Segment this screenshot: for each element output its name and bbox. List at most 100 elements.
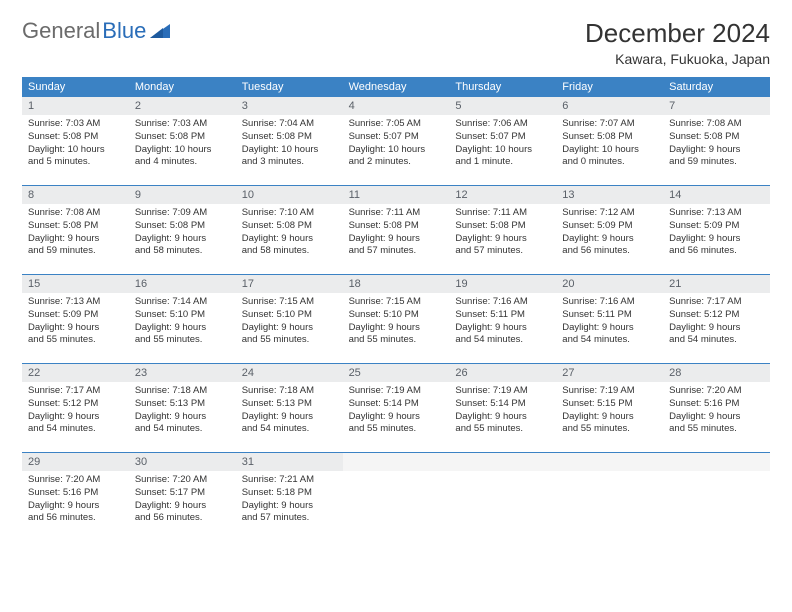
detail-day2: and 56 minutes. bbox=[28, 512, 123, 525]
day-number-row: 1 bbox=[22, 97, 129, 115]
day-number: 7 bbox=[669, 100, 764, 112]
day-number: 3 bbox=[242, 100, 337, 112]
day-number-row: 14 bbox=[663, 186, 770, 204]
day-cell: 19Sunrise: 7:16 AMSunset: 5:11 PMDayligh… bbox=[449, 275, 556, 363]
day-details: Sunrise: 7:12 AMSunset: 5:09 PMDaylight:… bbox=[556, 204, 663, 264]
detail-sunrise: Sunrise: 7:09 AM bbox=[135, 207, 230, 220]
day-number bbox=[349, 456, 444, 468]
day-number: 26 bbox=[455, 367, 550, 379]
day-details: Sunrise: 7:19 AMSunset: 5:15 PMDaylight:… bbox=[556, 382, 663, 442]
detail-day2: and 55 minutes. bbox=[28, 334, 123, 347]
detail-day1: Daylight: 9 hours bbox=[562, 233, 657, 246]
day-number: 18 bbox=[349, 278, 444, 290]
calendar-grid: SundayMondayTuesdayWednesdayThursdayFrid… bbox=[22, 77, 770, 541]
day-number-row: 25 bbox=[343, 364, 450, 382]
day-number-row: 4 bbox=[343, 97, 450, 115]
day-number: 6 bbox=[562, 100, 657, 112]
day-number-row: 23 bbox=[129, 364, 236, 382]
day-number-row: 6 bbox=[556, 97, 663, 115]
day-number bbox=[562, 456, 657, 468]
detail-sunrise: Sunrise: 7:05 AM bbox=[349, 118, 444, 131]
detail-sunset: Sunset: 5:09 PM bbox=[669, 220, 764, 233]
day-details: Sunrise: 7:13 AMSunset: 5:09 PMDaylight:… bbox=[663, 204, 770, 264]
detail-day2: and 56 minutes. bbox=[135, 512, 230, 525]
detail-day1: Daylight: 9 hours bbox=[349, 233, 444, 246]
detail-sunrise: Sunrise: 7:19 AM bbox=[455, 385, 550, 398]
day-number: 13 bbox=[562, 189, 657, 201]
detail-day2: and 4 minutes. bbox=[135, 156, 230, 169]
day-cell: 3Sunrise: 7:04 AMSunset: 5:08 PMDaylight… bbox=[236, 97, 343, 185]
day-cell: 25Sunrise: 7:19 AMSunset: 5:14 PMDayligh… bbox=[343, 364, 450, 452]
day-details: Sunrise: 7:10 AMSunset: 5:08 PMDaylight:… bbox=[236, 204, 343, 264]
detail-day1: Daylight: 9 hours bbox=[669, 233, 764, 246]
detail-day1: Daylight: 9 hours bbox=[455, 411, 550, 424]
day-cell: 6 Sunrise: 7:07 AMSunset: 5:08 PMDaylight… bbox=[556, 97, 663, 185]
day-number: 14 bbox=[669, 189, 764, 201]
detail-sunset: Sunset: 5:08 PM bbox=[669, 131, 764, 144]
detail-day1: Daylight: 9 hours bbox=[135, 411, 230, 424]
detail-day1: Daylight: 9 hours bbox=[669, 411, 764, 424]
detail-sunrise: Sunrise: 7:13 AM bbox=[28, 296, 123, 309]
day-number-row: 19 bbox=[449, 275, 556, 293]
day-cell: 20Sunrise: 7:16 AMSunset: 5:11 PMDayligh… bbox=[556, 275, 663, 363]
detail-day2: and 59 minutes. bbox=[669, 156, 764, 169]
detail-sunset: Sunset: 5:08 PM bbox=[28, 220, 123, 233]
detail-day2: and 59 minutes. bbox=[28, 245, 123, 258]
day-cell bbox=[556, 453, 663, 541]
week-row: 22Sunrise: 7:17 AMSunset: 5:12 PMDayligh… bbox=[22, 364, 770, 453]
day-details: Sunrise: 7:20 AMSunset: 5:16 PMDaylight:… bbox=[663, 382, 770, 442]
day-cell: 5Sunrise: 7:06 AMSunset: 5:07 PMDaylight… bbox=[449, 97, 556, 185]
day-details: Sunrise: 7:07 AMSunset: 5:08 PMDaylight:… bbox=[556, 115, 663, 175]
detail-sunset: Sunset: 5:16 PM bbox=[28, 487, 123, 500]
detail-sunrise: Sunrise: 7:13 AM bbox=[669, 207, 764, 220]
day-number-row: 11 bbox=[343, 186, 450, 204]
detail-day1: Daylight: 9 hours bbox=[349, 322, 444, 335]
weekday-label: Wednesday bbox=[343, 77, 450, 97]
day-details: Sunrise: 7:20 AMSunset: 5:16 PMDaylight:… bbox=[22, 471, 129, 531]
day-cell: 13 Sunrise: 7:12 AMSunset: 5:09 PMDayligh… bbox=[556, 186, 663, 274]
week-row: 1Sunrise: 7:03 AMSunset: 5:08 PMDaylight… bbox=[22, 97, 770, 186]
detail-sunset: Sunset: 5:10 PM bbox=[349, 309, 444, 322]
detail-day2: and 54 minutes. bbox=[135, 423, 230, 436]
day-number-row: 2 bbox=[129, 97, 236, 115]
detail-day1: Daylight: 9 hours bbox=[242, 411, 337, 424]
detail-sunrise: Sunrise: 7:18 AM bbox=[135, 385, 230, 398]
day-number-row: 17 bbox=[236, 275, 343, 293]
day-number-row bbox=[449, 453, 556, 471]
day-cell: 2Sunrise: 7:03 AMSunset: 5:08 PMDaylight… bbox=[129, 97, 236, 185]
detail-sunrise: Sunrise: 7:21 AM bbox=[242, 474, 337, 487]
day-number bbox=[455, 456, 550, 468]
day-number-row bbox=[556, 453, 663, 471]
detail-day2: and 54 minutes. bbox=[562, 334, 657, 347]
day-number: 2 bbox=[135, 100, 230, 112]
day-cell: 23 Sunrise: 7:18 AMSunset: 5:13 PMDayligh… bbox=[129, 364, 236, 452]
detail-day1: Daylight: 10 hours bbox=[562, 144, 657, 157]
detail-sunrise: Sunrise: 7:19 AM bbox=[349, 385, 444, 398]
detail-sunrise: Sunrise: 7:08 AM bbox=[28, 207, 123, 220]
day-number: 25 bbox=[349, 367, 444, 379]
detail-sunset: Sunset: 5:08 PM bbox=[242, 220, 337, 233]
detail-day2: and 57 minutes. bbox=[242, 512, 337, 525]
day-cell: 21Sunrise: 7:17 AMSunset: 5:12 PMDayligh… bbox=[663, 275, 770, 363]
day-number: 21 bbox=[669, 278, 764, 290]
day-number-row bbox=[663, 453, 770, 471]
detail-day1: Daylight: 9 hours bbox=[28, 500, 123, 513]
detail-sunrise: Sunrise: 7:10 AM bbox=[242, 207, 337, 220]
detail-day2: and 54 minutes. bbox=[28, 423, 123, 436]
day-number-row: 13 bbox=[556, 186, 663, 204]
day-cell: 28Sunrise: 7:20 AMSunset: 5:16 PMDayligh… bbox=[663, 364, 770, 452]
day-cell: 7Sunrise: 7:08 AMSunset: 5:08 PMDaylight… bbox=[663, 97, 770, 185]
detail-day1: Daylight: 10 hours bbox=[349, 144, 444, 157]
weekday-label: Tuesday bbox=[236, 77, 343, 97]
detail-day2: and 57 minutes. bbox=[455, 245, 550, 258]
detail-day2: and 55 minutes. bbox=[455, 423, 550, 436]
day-cell: 16Sunrise: 7:14 AMSunset: 5:10 PMDayligh… bbox=[129, 275, 236, 363]
day-number-row: 28 bbox=[663, 364, 770, 382]
detail-sunset: Sunset: 5:11 PM bbox=[562, 309, 657, 322]
detail-sunrise: Sunrise: 7:08 AM bbox=[669, 118, 764, 131]
day-number: 12 bbox=[455, 189, 550, 201]
day-details: Sunrise: 7:11 AMSunset: 5:08 PMDaylight:… bbox=[449, 204, 556, 264]
detail-sunset: Sunset: 5:13 PM bbox=[135, 398, 230, 411]
detail-sunrise: Sunrise: 7:04 AM bbox=[242, 118, 337, 131]
day-number: 27 bbox=[562, 367, 657, 379]
